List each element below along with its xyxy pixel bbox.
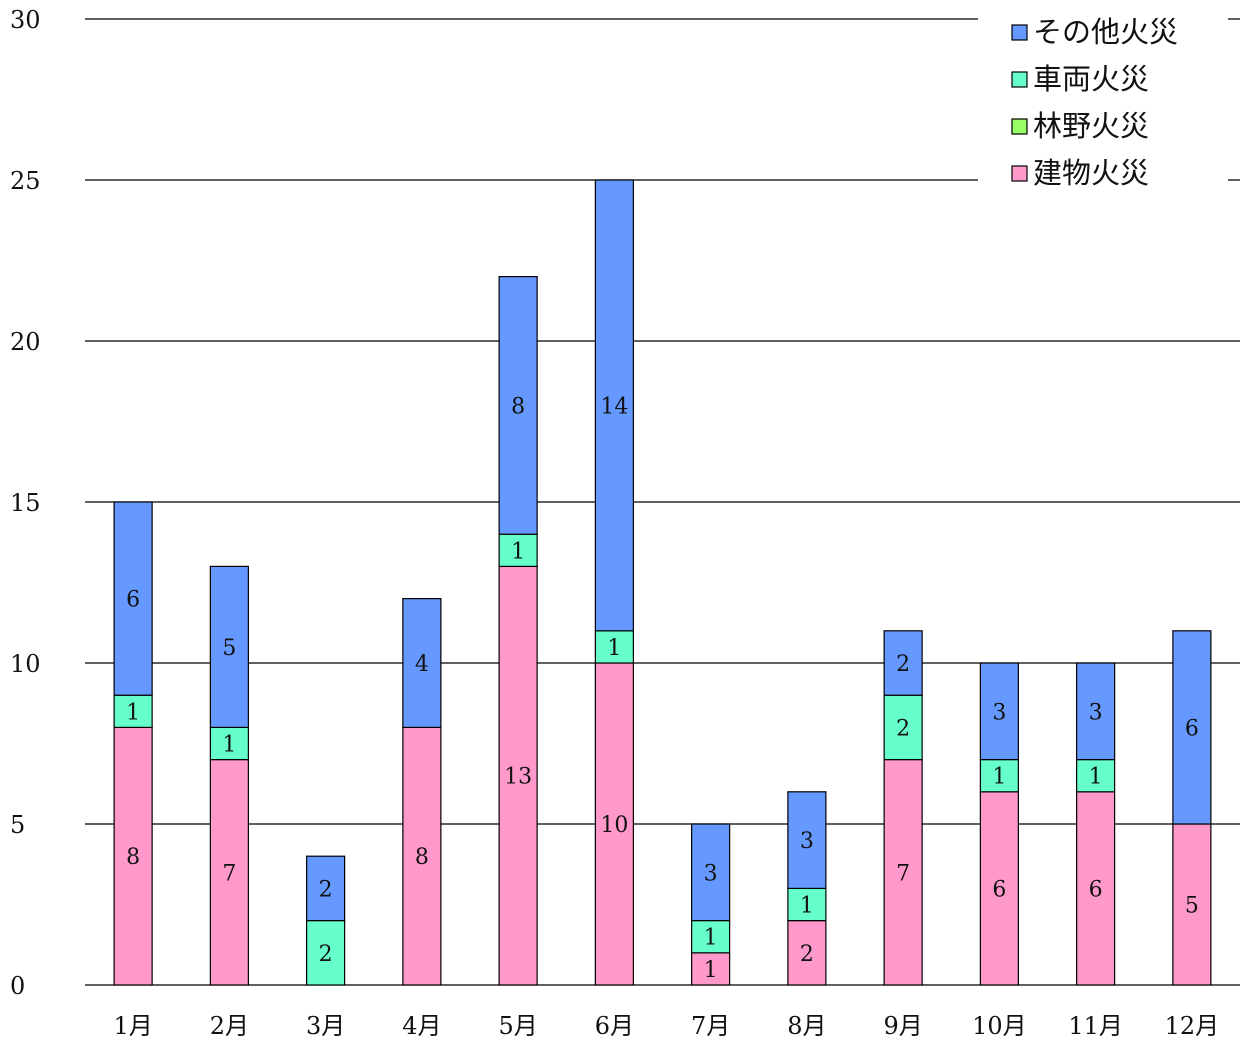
- bar-segment-12月-その他火災: [1172, 630, 1212, 825]
- data-label-4月-その他火災: 4: [415, 652, 429, 677]
- bar-segment-2月-その他火災: [209, 565, 249, 729]
- bar-segment-11月-その他火災: [1076, 662, 1116, 761]
- bar-segment-3月-その他火災: [306, 855, 346, 922]
- bar-segment-2月-車両火災: [209, 726, 249, 761]
- data-label-11月-建物火災: 6: [1089, 877, 1103, 902]
- data-label-1月-車両火災: 1: [126, 700, 140, 725]
- y-tick-label: 30: [10, 6, 41, 34]
- data-label-11月-その他火災: 3: [1089, 700, 1103, 725]
- x-tick-label: 1月: [113, 1012, 152, 1040]
- data-label-2月-車両火災: 1: [222, 733, 236, 758]
- y-tick-label: 25: [10, 167, 41, 195]
- bar-segment-7月-その他火災: [691, 823, 731, 922]
- data-label-10月-車両火災: 1: [992, 765, 1006, 790]
- bar-segment-9月-その他火災: [883, 630, 923, 696]
- bar-segment-6月-その他火災: [594, 179, 634, 632]
- bar-segment-11月-車両火災: [1076, 758, 1116, 793]
- data-label-12月-その他火災: 6: [1185, 716, 1199, 741]
- y-tick-label: 0: [10, 972, 25, 1000]
- bar-segment-5月-車両火災: [498, 533, 538, 568]
- data-label-2月-建物火災: 7: [222, 861, 236, 886]
- data-label-3月-その他火災: 2: [319, 877, 333, 902]
- bar-segment-11月-建物火災: [1076, 791, 1116, 986]
- bar-segment-9月-建物火災: [883, 758, 923, 986]
- bar-segment-5月-その他火災: [498, 276, 538, 535]
- bar-segment-1月-その他火災: [113, 501, 153, 696]
- y-tick-label: 5: [10, 811, 25, 839]
- data-label-9月-建物火災: 7: [896, 861, 910, 886]
- bar-segment-5月-建物火災: [498, 565, 538, 986]
- x-tick-label: 5月: [498, 1012, 537, 1040]
- bar-segment-3月-車両火災: [306, 919, 346, 986]
- bar-segment-1月-建物火災: [113, 726, 153, 986]
- x-tick-label: 11月: [1068, 1012, 1123, 1040]
- data-label-7月-建物火災: 1: [704, 958, 718, 983]
- data-label-6月-建物火災: 10: [600, 813, 628, 838]
- bar-segment-7月-車両火災: [691, 919, 731, 954]
- data-label-7月-車両火災: 1: [704, 926, 718, 951]
- data-label-10月-その他火災: 3: [992, 700, 1006, 725]
- y-axis-ticks: 0 5 10 15 20 25 30: [10, 6, 41, 1000]
- data-label-1月-その他火災: 6: [126, 588, 140, 613]
- bar-segment-2月-建物火災: [209, 758, 249, 986]
- data-label-1月-建物火災: 8: [126, 845, 140, 870]
- legend-label-その他火災: その他火災: [1033, 15, 1178, 49]
- bar-segment-6月-車両火災: [594, 630, 634, 664]
- grid-layer: [85, 18, 1240, 986]
- data-label-3月-車両火災: 2: [319, 942, 333, 967]
- bar-segment-8月-その他火災: [787, 791, 827, 889]
- data-label-6月-その他火災: 14: [600, 394, 628, 419]
- data-label-8月-車両火災: 1: [800, 894, 814, 919]
- x-tick-label: 8月: [787, 1012, 826, 1040]
- x-tick-label: 2月: [210, 1012, 249, 1040]
- data-label-9月-車両火災: 2: [896, 716, 910, 741]
- bar-segment-7月-建物火災: [691, 952, 731, 986]
- bar-segment-8月-車両火災: [787, 887, 827, 922]
- y-tick-label: 15: [10, 489, 41, 517]
- data-label-10月-建物火災: 6: [992, 877, 1006, 902]
- legend-swatch-その他火災: [1011, 24, 1028, 41]
- legend-swatch-林野火災: [1011, 118, 1028, 135]
- bar-segment-8月-建物火災: [787, 919, 827, 986]
- legend-label-林野火災: 林野火災: [1033, 109, 1149, 143]
- data-label-5月-その他火災: 8: [511, 394, 525, 419]
- bar-segment-1月-車両火災: [113, 694, 153, 729]
- legend-swatch-建物火災: [1011, 165, 1028, 182]
- legend-label-建物火災: 建物火災: [1033, 156, 1149, 190]
- data-label-9月-その他火災: 2: [896, 652, 910, 677]
- x-tick-label: 10月: [972, 1012, 1027, 1040]
- legend-label-車両火災: 車両火災: [1033, 62, 1149, 96]
- data-label-6月-車両火災: 1: [607, 636, 621, 661]
- bar-segment-4月-建物火災: [402, 726, 442, 986]
- bar-segment-10月-その他火災: [979, 662, 1019, 761]
- y-tick-label: 20: [10, 328, 41, 356]
- x-tick-label: 6月: [595, 1012, 634, 1040]
- data-label-12月-建物火災: 5: [1185, 894, 1199, 919]
- data-label-8月-その他火災: 3: [800, 829, 814, 854]
- data-label-2月-その他火災: 5: [222, 636, 236, 661]
- data-label-8月-建物火災: 2: [800, 942, 814, 967]
- data-label-11月-車両火災: 1: [1089, 765, 1103, 790]
- bar-segment-6月-建物火災: [594, 662, 634, 986]
- x-tick-label: 12月: [1165, 1012, 1220, 1040]
- data-label-5月-建物火災: 13: [504, 765, 532, 790]
- y-tick-label: 10: [10, 650, 41, 678]
- legend-swatch-車両火災: [1011, 71, 1028, 88]
- x-tick-label: 3月: [306, 1012, 345, 1040]
- x-tick-label: 9月: [883, 1012, 922, 1040]
- x-axis-labels: 1月 2月 3月 4月 5月 6月 7月 8月 9月 10月 11月 12月: [113, 1012, 1219, 1040]
- data-label-4月-建物火災: 8: [415, 845, 429, 870]
- x-tick-label: 4月: [402, 1012, 441, 1040]
- data-label-7月-その他火災: 3: [704, 861, 718, 886]
- data-label-5月-車両火災: 1: [511, 539, 525, 564]
- bar-segment-9月-車両火災: [883, 694, 923, 761]
- bar-segment-4月-その他火災: [402, 597, 442, 728]
- x-tick-label: 7月: [691, 1012, 730, 1040]
